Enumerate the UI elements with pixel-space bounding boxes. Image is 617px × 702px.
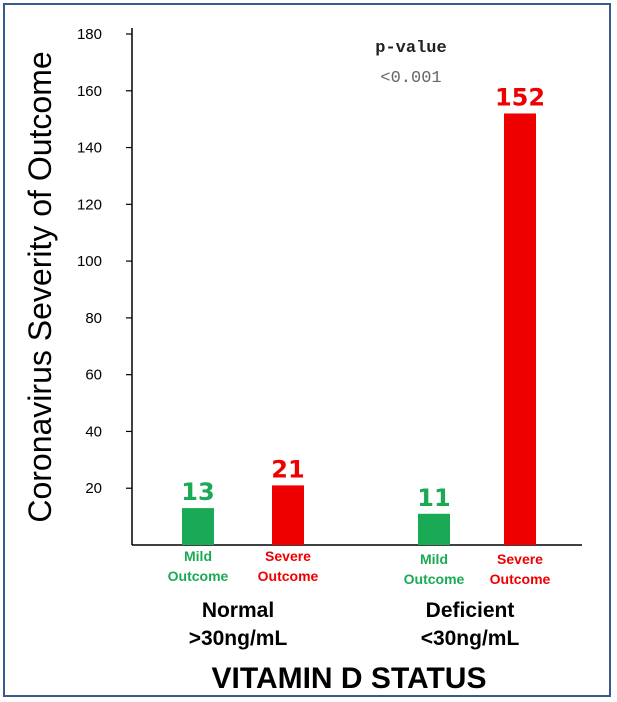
category-labels: Mild Outcome Severe Outcome Mild Outcome Sever… [168,548,551,587]
x-axis-label: VITAMIN D STATUS [212,662,487,695]
group-labels: Normal >30ng/mL Deficient <30ng/mL [189,599,520,650]
y-tick-label: 140 [77,140,102,157]
bar [272,485,304,545]
bar-value-label: 152 [495,83,545,111]
bar [418,513,450,545]
bar-labels: 13 21 11 152 [181,83,545,511]
category-label-line2: Outcome [490,571,551,587]
group-label-line2: >30ng/mL [189,627,288,650]
bars [182,113,536,545]
bar-value-label: 11 [417,484,450,512]
category-label-line1: Severe [497,551,543,567]
p-value-title: p-value [375,39,446,58]
y-tick-label: 60 [85,367,102,384]
bar-value-label: 13 [181,478,214,506]
y-axis-label: Coronavirus Severity of Outcome [22,51,58,522]
group-label-line1: Normal [202,599,274,622]
y-tick-label: 40 [85,423,102,440]
bar [504,113,536,545]
category-label-line2: Outcome [168,568,229,584]
category-label-line1: Severe [265,548,311,564]
y-tick-label: 180 [77,26,102,43]
group-label-line1: Deficient [426,599,515,622]
bar-value-label: 21 [271,455,304,483]
p-value-value: <0.001 [380,69,441,88]
y-tick-label: 100 [77,253,102,270]
y-tick-label: 160 [77,83,102,100]
y-tick-label: 120 [77,196,102,213]
category-label-line2: Outcome [404,571,465,587]
group-label-line2: <30ng/mL [421,627,520,650]
y-tick-label: 20 [85,480,102,497]
category-label-line1: Mild [420,551,448,567]
y-tick-label: 80 [85,310,102,327]
category-label-line1: Mild [184,548,212,564]
category-label-line2: Outcome [258,568,319,584]
bar [182,508,214,545]
